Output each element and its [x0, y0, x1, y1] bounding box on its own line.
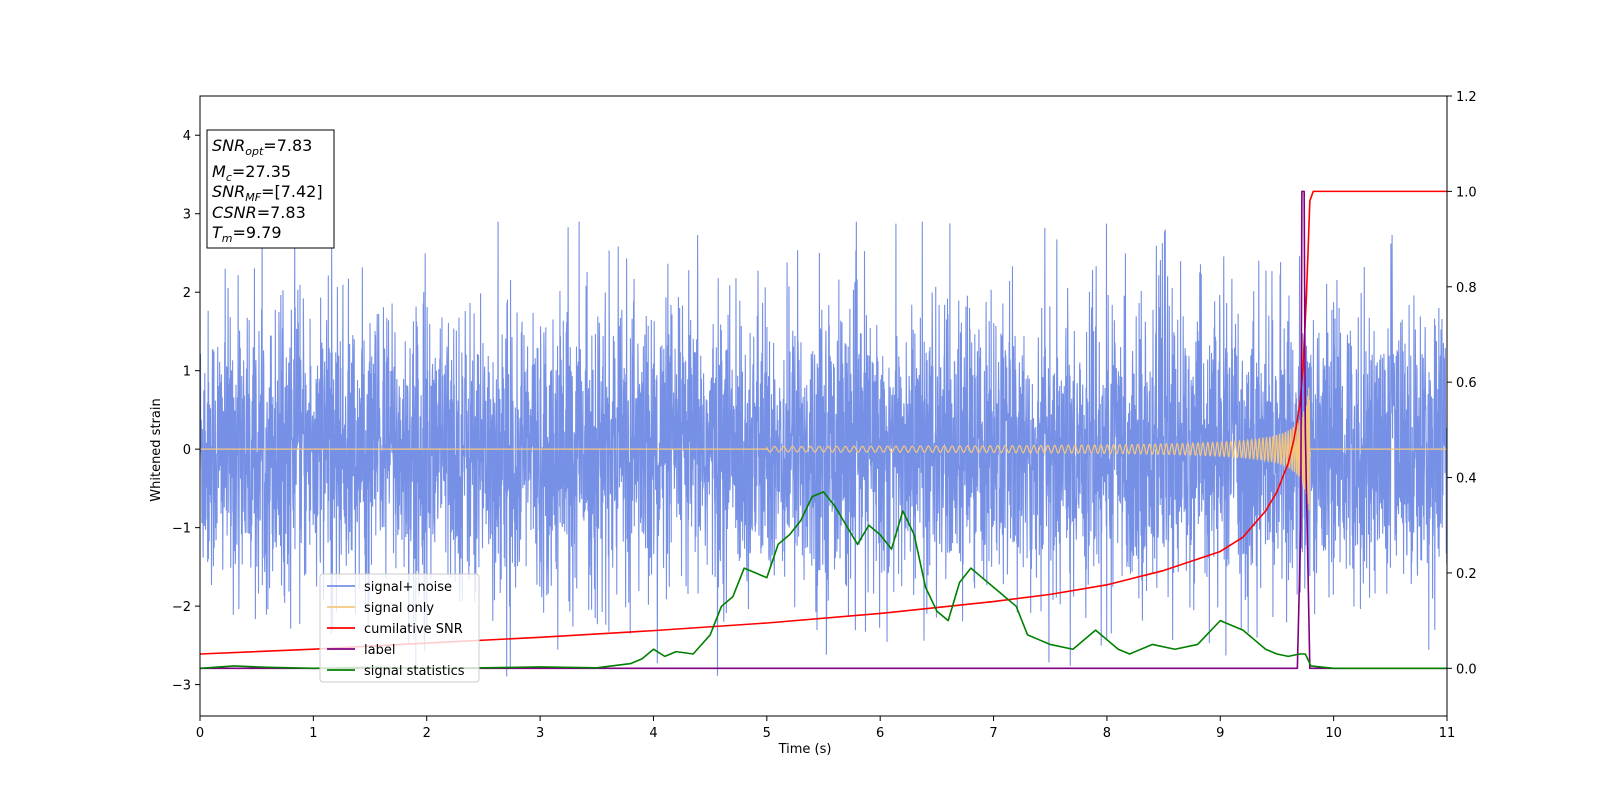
annotation-line: SNRMF=[7.42] [212, 182, 323, 204]
annotation-line: CSNR=7.83 [212, 203, 306, 222]
y-left-tick-label: 1 [183, 365, 191, 380]
x-tick-label: 0 [196, 726, 204, 741]
y-left-tick-label: −2 [172, 600, 191, 615]
legend: signal+ noise signal only cumilative SNR la… [319, 573, 480, 683]
plot-area [200, 190, 1447, 677]
y-right-tick-label: 0.4 [1456, 472, 1477, 487]
y-right-tick-label: 0.8 [1456, 281, 1477, 296]
y-right-tick-label: 0.6 [1456, 376, 1477, 391]
y-right-tick-label: 1.2 [1456, 90, 1477, 105]
y-left-tick-label: 2 [183, 286, 191, 301]
series-signal-only [200, 387, 1447, 511]
legend-label: signal+ noise [364, 580, 452, 595]
x-tick-label: 7 [989, 726, 997, 741]
y-left-tick-label: 3 [183, 208, 191, 223]
x-tick-label: 6 [876, 726, 884, 741]
x-tick-label: 1 [309, 726, 317, 741]
y-right-tick-label: 0.0 [1456, 662, 1477, 677]
legend-frame [319, 573, 480, 683]
x-tick-label: 10 [1325, 726, 1342, 741]
y-left-tick-label: 4 [183, 129, 191, 144]
legend-label: signal only [364, 601, 434, 616]
legend-label: label [364, 643, 395, 658]
annotation-line: Mc=27.35 [212, 162, 291, 184]
x-tick-label: 4 [649, 726, 657, 741]
y-left-tick-label: −1 [172, 522, 191, 537]
plot-frame [199, 95, 1448, 717]
series-signal-statistics [200, 491, 1447, 670]
legend-label: cumilative SNR [364, 622, 463, 637]
metrics-annotation-box: SNRopt=7.83 Mc=27.35SNRMF=[7.42]CSNR=7.83… [206, 129, 335, 249]
y-right-axis-ticks: 0.0 0.2 0.4 0.6 0.8 1.0 1.2 [1447, 90, 1477, 677]
y-axis-label: Whitened strain [149, 398, 164, 501]
series-signal-noise [200, 221, 1447, 677]
x-axis-ticks: 0 1 2 3 4 5 6 7 8 9 10 11 [196, 716, 1455, 741]
annotation-line: SNRopt=7.83 [212, 136, 312, 158]
x-axis-label: Time (s) [778, 742, 832, 757]
annotation-line: Tm=9.79 [212, 223, 282, 245]
x-tick-label: 5 [763, 726, 771, 741]
series-label [200, 190, 1447, 670]
y-right-tick-label: 0.2 [1456, 567, 1477, 582]
legend-label: signal statistics [364, 664, 465, 679]
x-tick-label: 11 [1439, 726, 1456, 741]
x-tick-label: 3 [536, 726, 544, 741]
y-left-tick-label: −3 [172, 679, 191, 694]
y-right-tick-label: 1.0 [1456, 185, 1477, 200]
annotation-frame [206, 129, 335, 249]
x-tick-label: 8 [1103, 726, 1111, 741]
y-left-axis-ticks: −3 −2 −1 0 1 2 3 4 [172, 129, 200, 694]
x-tick-label: 2 [423, 726, 431, 741]
x-tick-label: 9 [1216, 726, 1224, 741]
y-left-tick-label: 0 [183, 443, 191, 458]
